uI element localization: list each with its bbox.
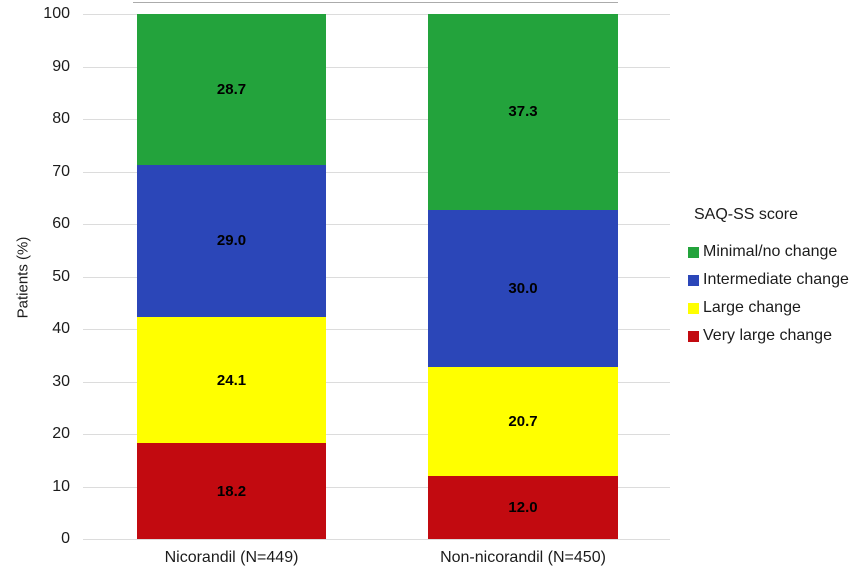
legend-label: Very large change <box>703 327 832 344</box>
segment-value-label: 30.0 <box>508 280 538 298</box>
gridline <box>83 14 670 15</box>
legend: SAQ-SS score Minimal/no change Intermedia… <box>688 206 849 350</box>
segment-value-label: 20.7 <box>508 413 538 431</box>
bar-segment: 20.7 <box>428 367 618 476</box>
bar-segment: 29.0 <box>137 164 326 317</box>
legend-swatch <box>688 330 699 342</box>
segment-value-label: 12.0 <box>508 498 538 516</box>
gridline <box>83 539 670 540</box>
bar-segment: 12.0 <box>428 475 618 539</box>
legend-label: Large change <box>703 299 801 316</box>
gridline <box>83 171 670 173</box>
gridline <box>83 66 670 68</box>
bar-segment: 28.7 <box>137 14 326 165</box>
y-axis-tick-label: 0 <box>61 530 70 547</box>
bar-segment: 18.2 <box>137 443 326 539</box>
legend-swatch <box>688 302 699 314</box>
gridline <box>83 276 670 278</box>
gridline <box>83 381 670 383</box>
y-axis-tick-label: 50 <box>52 267 70 285</box>
y-axis-tick-label: 90 <box>52 57 70 75</box>
y-axis-tick-label: 20 <box>52 425 70 442</box>
legend-swatch <box>688 274 699 286</box>
x-axis-tick-label: Non-nicorandil (N=450) <box>440 549 606 566</box>
stacked-bar: 37.3 30.0 20.7 12.0 <box>428 14 618 539</box>
segment-value-label: 18.2 <box>216 482 247 500</box>
y-axis-title: Patients (%) <box>14 236 32 319</box>
gridline <box>83 434 670 435</box>
legend-item: Minimal/no change <box>688 238 849 266</box>
y-axis-tick-label: 10 <box>52 477 70 495</box>
y-axis-tick-label: 40 <box>52 320 70 337</box>
legend-item: Intermediate change <box>688 266 849 294</box>
gridline <box>83 119 670 120</box>
y-axis-tick-label: 60 <box>52 215 70 232</box>
stacked-bar: 28.7 29.0 24.1 18.2 <box>137 14 326 539</box>
legend-item: Very large change <box>688 322 849 350</box>
gridline <box>83 486 670 488</box>
bar-segment: 24.1 <box>137 316 326 444</box>
x-axis-tick-label: Nicorandil (N=449) <box>164 549 299 566</box>
y-axis-tick-label: 80 <box>52 110 70 127</box>
segment-value-label: 37.3 <box>508 103 538 121</box>
segment-value-label: 29.0 <box>216 232 247 250</box>
legend-items: Minimal/no change Intermediate change Larg… <box>688 238 849 350</box>
gridline <box>83 329 670 330</box>
y-axis-tick-label: 30 <box>52 372 70 390</box>
segment-value-label: 28.7 <box>216 80 247 98</box>
gridline <box>83 224 670 225</box>
legend-swatch <box>688 246 699 258</box>
bar-segment: 30.0 <box>428 209 618 368</box>
y-axis-tick-label: 70 <box>52 162 70 180</box>
segment-value-label: 24.1 <box>216 371 247 389</box>
y-axis-tick-label: 100 <box>43 5 70 22</box>
legend-item: Large change <box>688 294 849 322</box>
top-border-line <box>133 2 618 3</box>
legend-label: Intermediate change <box>703 271 849 288</box>
bar-segment: 37.3 <box>428 14 618 210</box>
legend-label: Minimal/no change <box>703 243 838 260</box>
legend-title: SAQ-SS score <box>694 206 799 223</box>
